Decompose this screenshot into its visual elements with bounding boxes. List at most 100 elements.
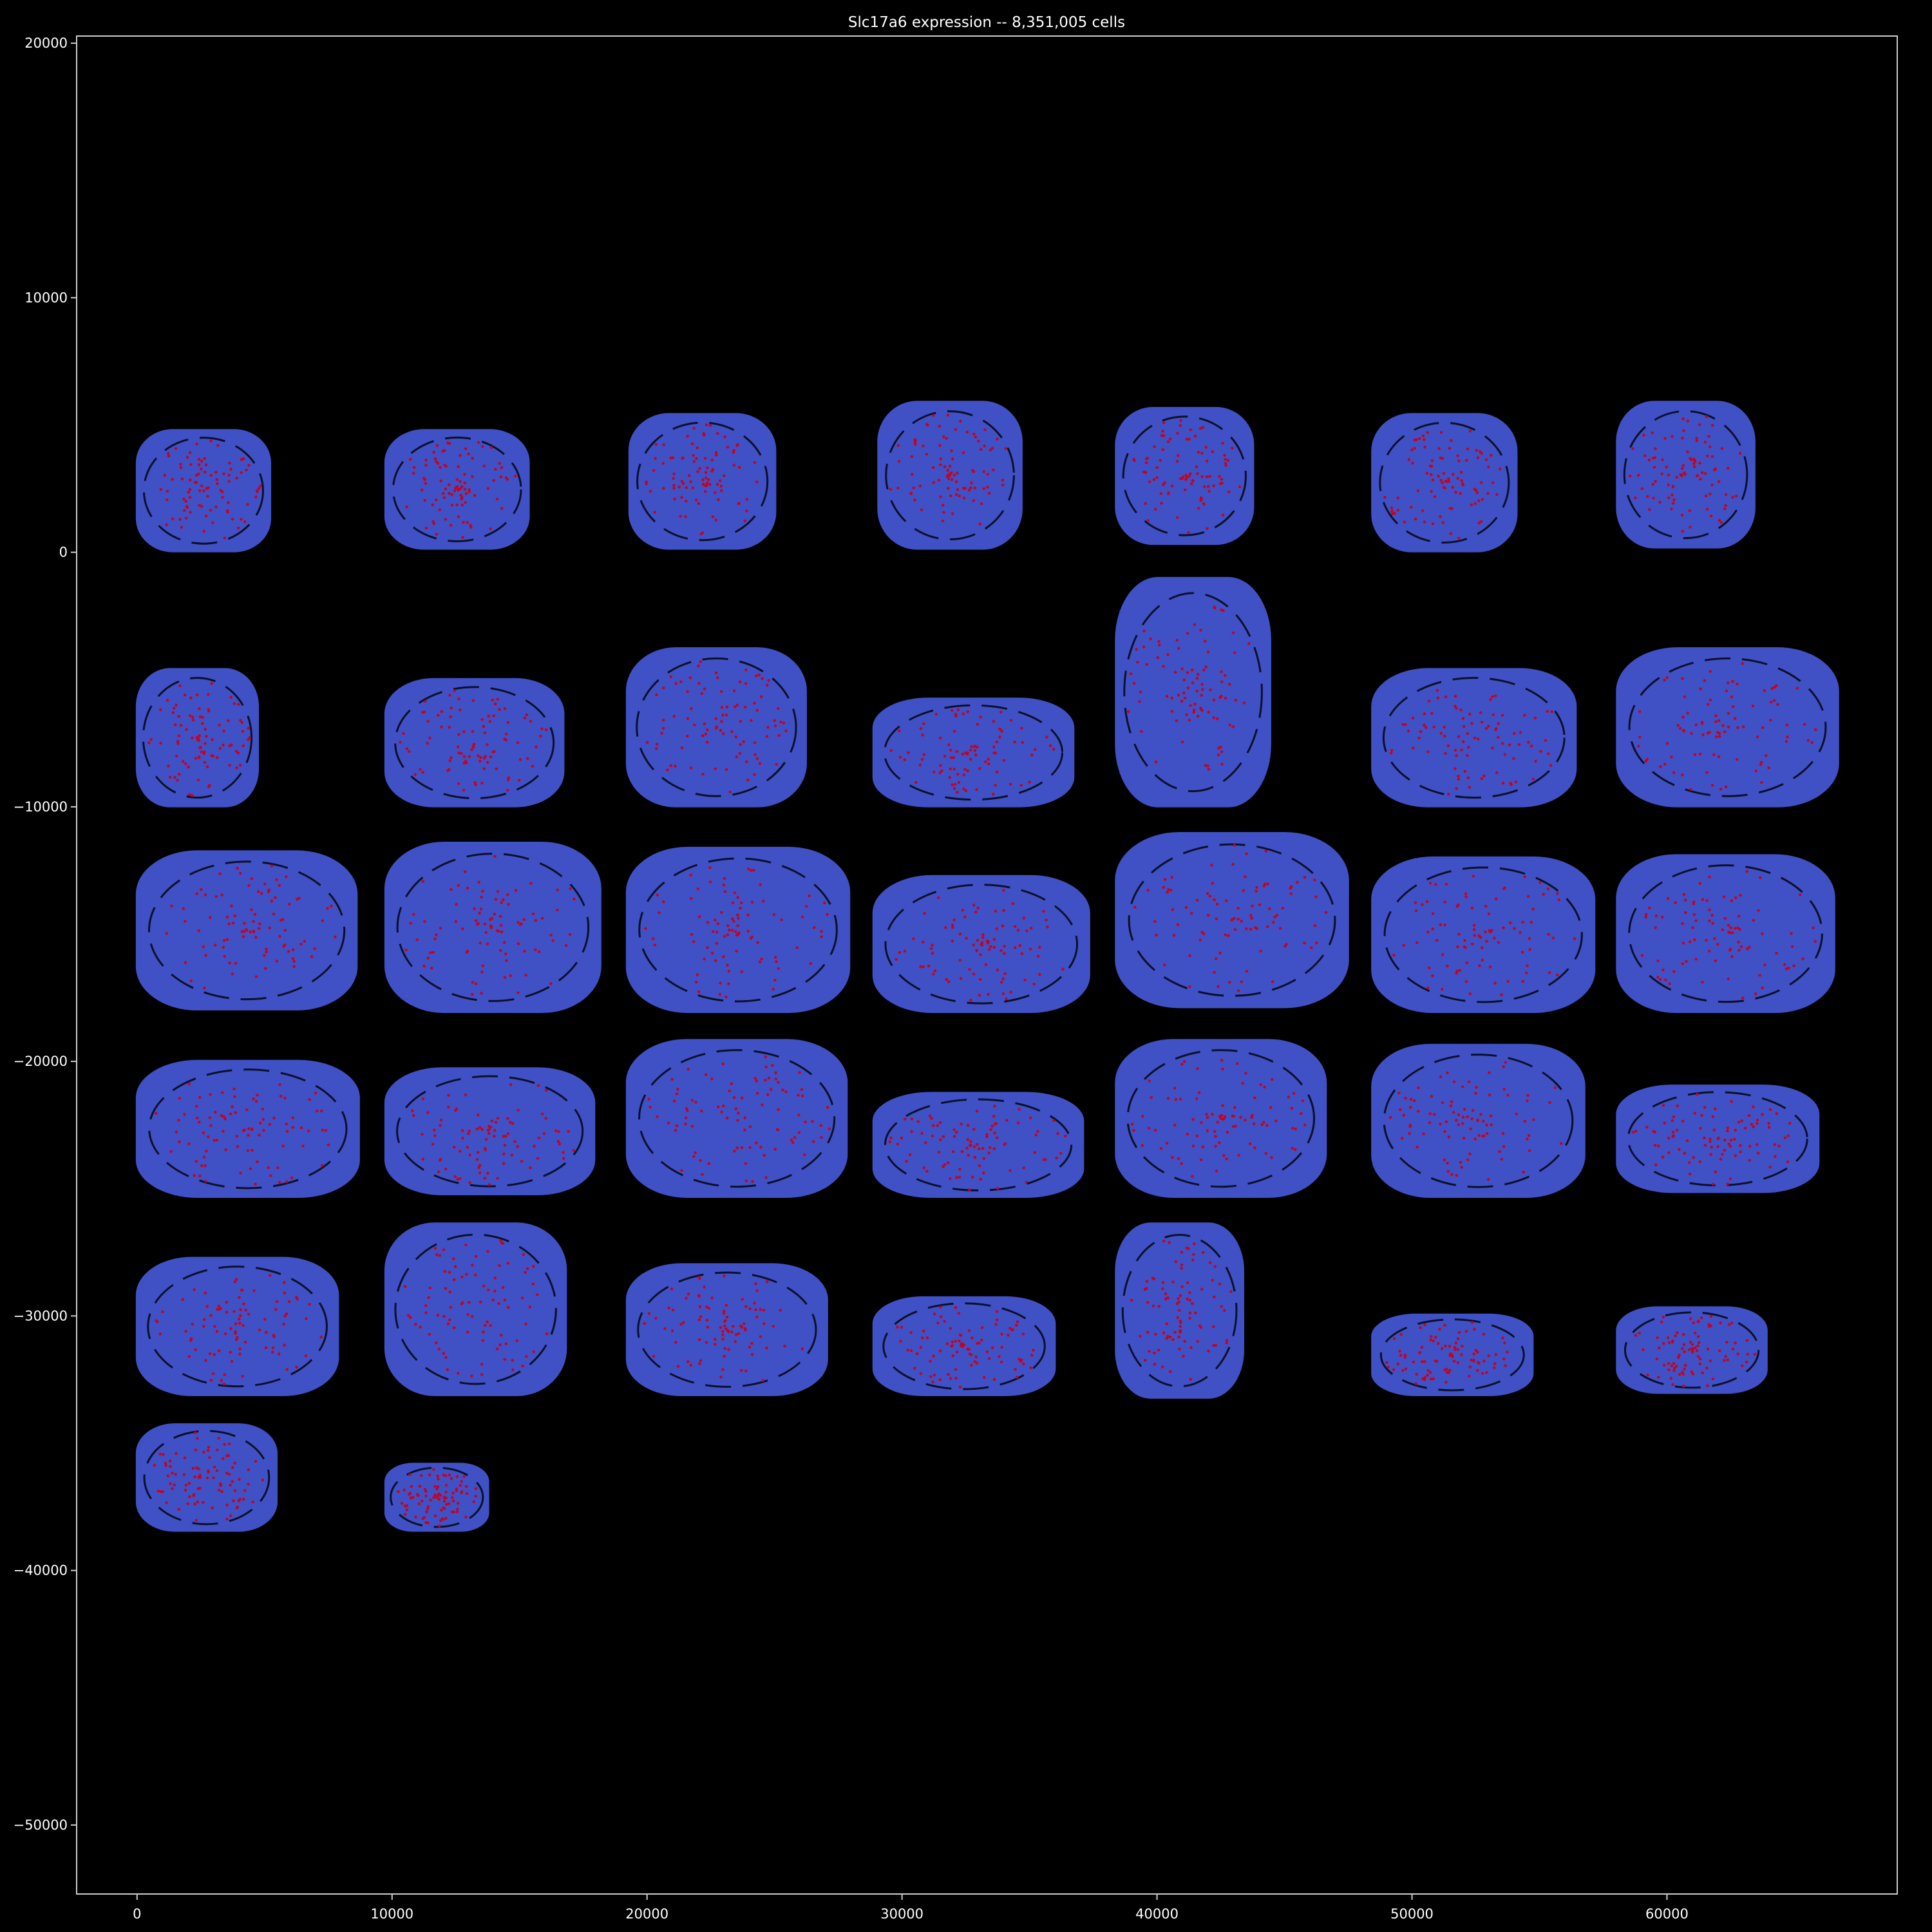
tissue-section bbox=[872, 1296, 1056, 1396]
expressing-cell-point bbox=[1737, 940, 1740, 944]
expressing-cell-point bbox=[1195, 677, 1199, 680]
expressing-cell-point bbox=[1759, 876, 1762, 879]
expressing-cell-point bbox=[1678, 726, 1682, 730]
expressing-cell-point bbox=[254, 1459, 258, 1463]
expressing-cell-point bbox=[975, 949, 978, 952]
expressing-cell-point bbox=[986, 473, 989, 476]
expressing-cell-point bbox=[187, 1142, 191, 1146]
expressing-cell-point bbox=[1721, 724, 1725, 727]
expressing-cell-point bbox=[448, 694, 451, 697]
expressing-cell-point bbox=[529, 719, 533, 723]
expressing-cell-point bbox=[985, 1135, 989, 1139]
expressing-cell-point bbox=[1161, 430, 1164, 433]
expressing-cell-point bbox=[1161, 1281, 1165, 1284]
expressing-cell-point bbox=[1419, 730, 1423, 734]
expressing-cell-point bbox=[681, 482, 685, 485]
expressing-cell-point bbox=[973, 1360, 976, 1363]
expressing-cell-point bbox=[1143, 1358, 1147, 1362]
section-gap bbox=[882, 1302, 1046, 1390]
expressing-cell-point bbox=[1269, 1106, 1273, 1109]
expressing-cell-point bbox=[500, 930, 504, 934]
expressing-cell-point bbox=[247, 1468, 251, 1472]
expressing-cell-point bbox=[468, 1181, 471, 1184]
expressing-cell-point bbox=[1161, 1287, 1164, 1291]
expressing-cell-point bbox=[994, 909, 998, 913]
expressing-cell-point bbox=[1291, 1126, 1294, 1130]
expressing-cell-point bbox=[1431, 927, 1434, 931]
expressing-cell-point bbox=[1055, 1156, 1058, 1160]
expressing-cell-point bbox=[1180, 1267, 1183, 1270]
expressing-cell-point bbox=[1646, 1374, 1649, 1377]
expressing-cell-point bbox=[1315, 941, 1318, 945]
expressing-cell-point bbox=[1447, 1135, 1451, 1139]
expressing-cell-point bbox=[207, 693, 210, 696]
expressing-cell-point bbox=[471, 457, 474, 460]
expressing-cell-point bbox=[782, 721, 786, 724]
expressing-cell-point bbox=[243, 1340, 247, 1344]
expressing-cell-point bbox=[431, 503, 434, 507]
expressing-cell-point bbox=[1734, 1154, 1737, 1157]
expressing-cell-point bbox=[1278, 927, 1282, 930]
expressing-cell-point bbox=[969, 1140, 972, 1143]
expressing-cell-point bbox=[1211, 1278, 1214, 1282]
expressing-cell-point bbox=[697, 1318, 701, 1321]
expressing-cell-point bbox=[922, 722, 925, 725]
expressing-cell-point bbox=[1667, 1362, 1671, 1365]
expressing-cell-point bbox=[772, 913, 776, 916]
expressing-cell-point bbox=[954, 1340, 958, 1343]
expressing-cell-point bbox=[994, 784, 997, 787]
expressing-cell-point bbox=[682, 1321, 685, 1324]
expressing-cell-point bbox=[1482, 1332, 1486, 1336]
expressing-cell-point bbox=[1454, 748, 1457, 752]
expressing-cell-point bbox=[762, 1309, 766, 1312]
expressing-cell-point bbox=[201, 722, 204, 725]
expressing-cell-point bbox=[433, 1128, 436, 1132]
expressing-cell-point bbox=[1454, 1348, 1457, 1351]
expressing-cell-point bbox=[968, 968, 971, 971]
expressing-cell-point bbox=[695, 457, 698, 460]
expressing-cell-point bbox=[442, 1248, 446, 1251]
expressing-cell-point bbox=[1533, 716, 1537, 719]
expressing-cell-point bbox=[516, 741, 520, 744]
expressing-cell-point bbox=[1177, 647, 1180, 650]
expressing-cell-point bbox=[1133, 905, 1137, 909]
expressing-cell-point bbox=[1756, 1119, 1759, 1122]
expressing-cell-point bbox=[222, 1382, 225, 1386]
expressing-cell-point bbox=[995, 1310, 999, 1313]
expressing-cell-point bbox=[931, 466, 935, 469]
expressing-cell-point bbox=[976, 1142, 979, 1146]
expressing-cell-point bbox=[720, 489, 723, 493]
expressing-cell-point bbox=[511, 1122, 515, 1125]
expressing-cell-point bbox=[486, 1171, 489, 1175]
expressing-cell-point bbox=[952, 918, 956, 922]
expressing-cell-point bbox=[496, 1177, 499, 1180]
expressing-cell-point bbox=[436, 462, 440, 465]
expressing-cell-point bbox=[211, 1372, 215, 1376]
expressing-cell-point bbox=[235, 1135, 238, 1138]
expressing-cell-point bbox=[1803, 723, 1806, 726]
expressing-cell-point bbox=[523, 949, 526, 953]
expressing-cell-point bbox=[960, 1150, 964, 1153]
expressing-cell-point bbox=[246, 1149, 250, 1152]
expressing-cell-point bbox=[764, 1078, 767, 1082]
expressing-cell-point bbox=[1052, 1119, 1056, 1122]
expressing-cell-point bbox=[1218, 475, 1221, 478]
expressing-cell-point bbox=[1454, 705, 1457, 708]
expressing-cell-point bbox=[208, 1456, 211, 1459]
expressing-cell-point bbox=[980, 502, 983, 506]
expressing-cell-point bbox=[505, 959, 508, 962]
expressing-cell-point bbox=[1032, 1349, 1035, 1352]
expressing-cell-point bbox=[701, 1173, 704, 1177]
expressing-cell-point bbox=[304, 1354, 308, 1358]
expressing-cell-point bbox=[986, 486, 989, 489]
expressing-cell-point bbox=[1454, 490, 1457, 494]
expressing-cell-point bbox=[1296, 880, 1299, 884]
expressing-cell-point bbox=[230, 904, 233, 907]
expressing-cell-point bbox=[1175, 460, 1179, 463]
expressing-cell-point bbox=[1682, 429, 1685, 432]
expressing-cell-point bbox=[192, 1494, 195, 1497]
expressing-cell-point bbox=[913, 440, 916, 444]
expressing-cell-point bbox=[800, 1347, 804, 1350]
expressing-cell-point bbox=[207, 1135, 210, 1139]
expressing-cell-point bbox=[957, 781, 961, 784]
